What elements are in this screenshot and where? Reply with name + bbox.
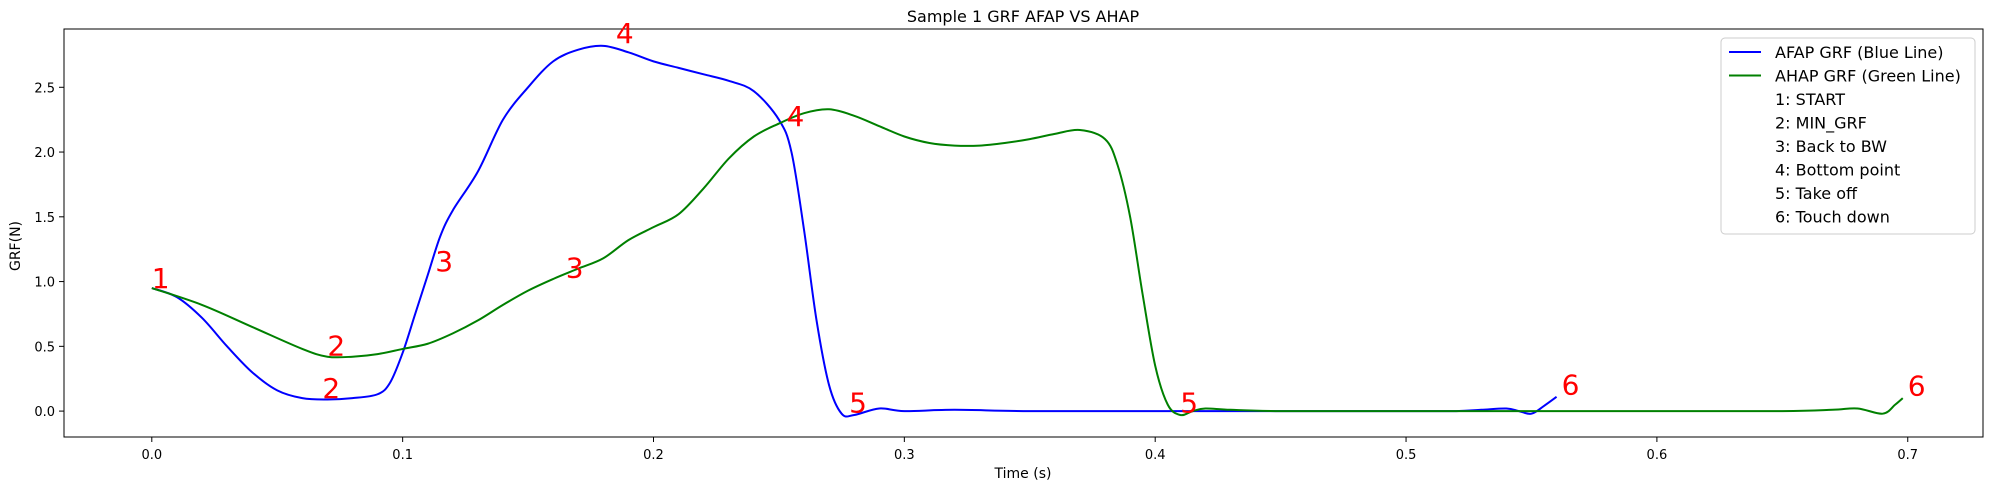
event-marker-2: 2 xyxy=(322,372,340,405)
x-tick-label: 0.1 xyxy=(392,448,413,463)
event-marker-5: 5 xyxy=(1180,386,1198,419)
x-tick-label: 0.7 xyxy=(1897,448,1918,463)
event-marker-5: 5 xyxy=(849,386,867,419)
legend-entry: 5: Take off xyxy=(1775,184,1858,203)
y-tick-label: 0.0 xyxy=(34,405,55,420)
x-tick-label: 0.4 xyxy=(1145,448,1166,463)
chart-title: Sample 1 GRF AFAP VS AHAP xyxy=(907,7,1140,26)
legend-entry: 1: START xyxy=(1775,90,1845,109)
plot-area: 0.0 0.1 0.2 0.3 0.4 0.5 0.6 0.7 0.0 0.5 1.0 1.5 2.0 2… xyxy=(34,17,1984,463)
event-marker-1: 1 xyxy=(152,262,170,295)
legend-entry: 4: Bottom point xyxy=(1775,161,1900,180)
y-tick-label: 0.5 xyxy=(34,340,55,355)
legend-entry: 2: MIN_GRF xyxy=(1775,114,1867,134)
series-line-2 xyxy=(151,108,1904,417)
x-tick-label: 0.0 xyxy=(141,448,162,463)
x-tick-label: 0.6 xyxy=(1647,448,1668,463)
legend-entry: AFAP GRF (Blue Line) xyxy=(1775,43,1943,62)
event-marker-3: 3 xyxy=(566,252,584,285)
y-tick-label: 2.0 xyxy=(34,146,55,161)
legend-entry: 3: Back to BW xyxy=(1775,137,1887,156)
event-marker-6: 6 xyxy=(1562,368,1580,401)
legend-entry: AHAP GRF (Green Line) xyxy=(1775,67,1961,86)
event-marker-2: 2 xyxy=(327,329,345,362)
event-marker-3: 3 xyxy=(435,245,453,278)
y-axis-label: GRF(N) xyxy=(8,221,24,271)
event-marker-4: 4 xyxy=(616,17,634,50)
axes-frame xyxy=(63,28,1984,438)
x-axis-label: Time (s) xyxy=(994,466,1052,482)
x-tick-label: 0.2 xyxy=(643,448,664,463)
legend-box xyxy=(1720,37,1976,235)
y-tick-label: 1.5 xyxy=(34,211,55,226)
x-tick-label: 0.3 xyxy=(894,448,915,463)
y-tick-label: 2.5 xyxy=(34,81,55,96)
legend-entry: 6: Touch down xyxy=(1775,208,1890,227)
y-tick-label: 1.0 xyxy=(34,276,55,291)
legend: AFAP GRF (Blue Line) AHAP GRF (Green Line… xyxy=(1720,37,1976,235)
x-tick-label: 0.5 xyxy=(1396,448,1417,463)
series-line-1 xyxy=(151,44,1558,418)
event-marker-6: 6 xyxy=(1908,370,1926,403)
event-marker-4: 4 xyxy=(786,100,804,133)
